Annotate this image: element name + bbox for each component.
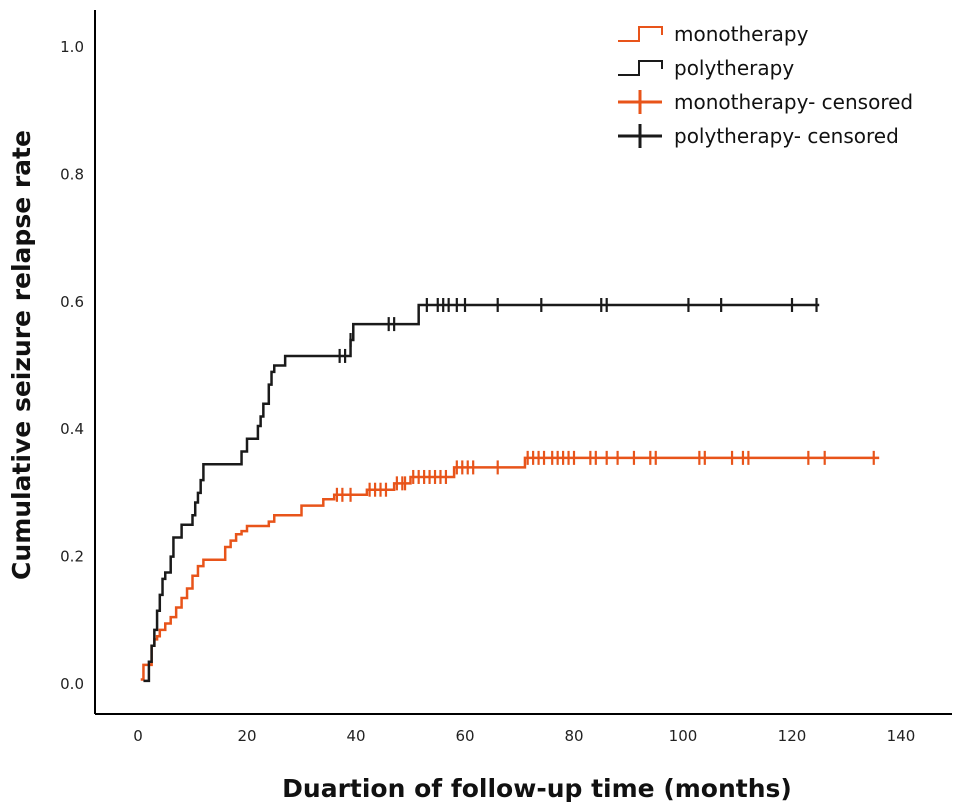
y-tick-label: 0.6	[60, 293, 84, 311]
x-tick-label: 40	[346, 727, 365, 745]
axes	[94, 10, 952, 715]
y-tick-label: 0.0	[60, 675, 84, 693]
monotherapy-curve	[140, 456, 880, 681]
legend-polytherapy-censored-label: polytherapy- censored	[674, 124, 899, 148]
y-tick-label: 0.4	[60, 420, 84, 438]
legend-monotherapy-censored-label: monotherapy- censored	[674, 90, 913, 114]
x-tick-label: 60	[455, 727, 474, 745]
y-tick-label: 1.0	[60, 38, 84, 56]
legend: monotherapy polytherapy monotherapy- censo…	[618, 22, 913, 148]
x-tick-label: 140	[887, 727, 916, 745]
x-tick-labels: 0 20 40 60 80 100 120 140	[133, 727, 915, 745]
series-group	[140, 297, 880, 683]
y-tick-labels: 0.0 0.2 0.4 0.6 0.8 1.0	[60, 38, 84, 693]
legend-monotherapy-swatch	[618, 26, 663, 42]
x-tick-label: 120	[778, 727, 807, 745]
x-tick-label: 80	[564, 727, 583, 745]
x-tick-label: 0	[133, 727, 143, 745]
x-tick-label: 20	[237, 727, 256, 745]
y-tick-label: 0.8	[60, 165, 84, 183]
legend-monotherapy-label: monotherapy	[674, 22, 809, 46]
x-tick-label: 100	[669, 727, 698, 745]
legend-polytherapy-swatch	[618, 60, 663, 76]
y-tick-label: 0.2	[60, 548, 84, 566]
y-axis-title: Cumulative seizure relapse rate	[7, 130, 36, 580]
x-axis-title: Duartion of follow-up time (months)	[282, 774, 792, 803]
legend-polytherapy-label: polytherapy	[674, 56, 794, 80]
polytherapy-curve	[143, 303, 820, 683]
